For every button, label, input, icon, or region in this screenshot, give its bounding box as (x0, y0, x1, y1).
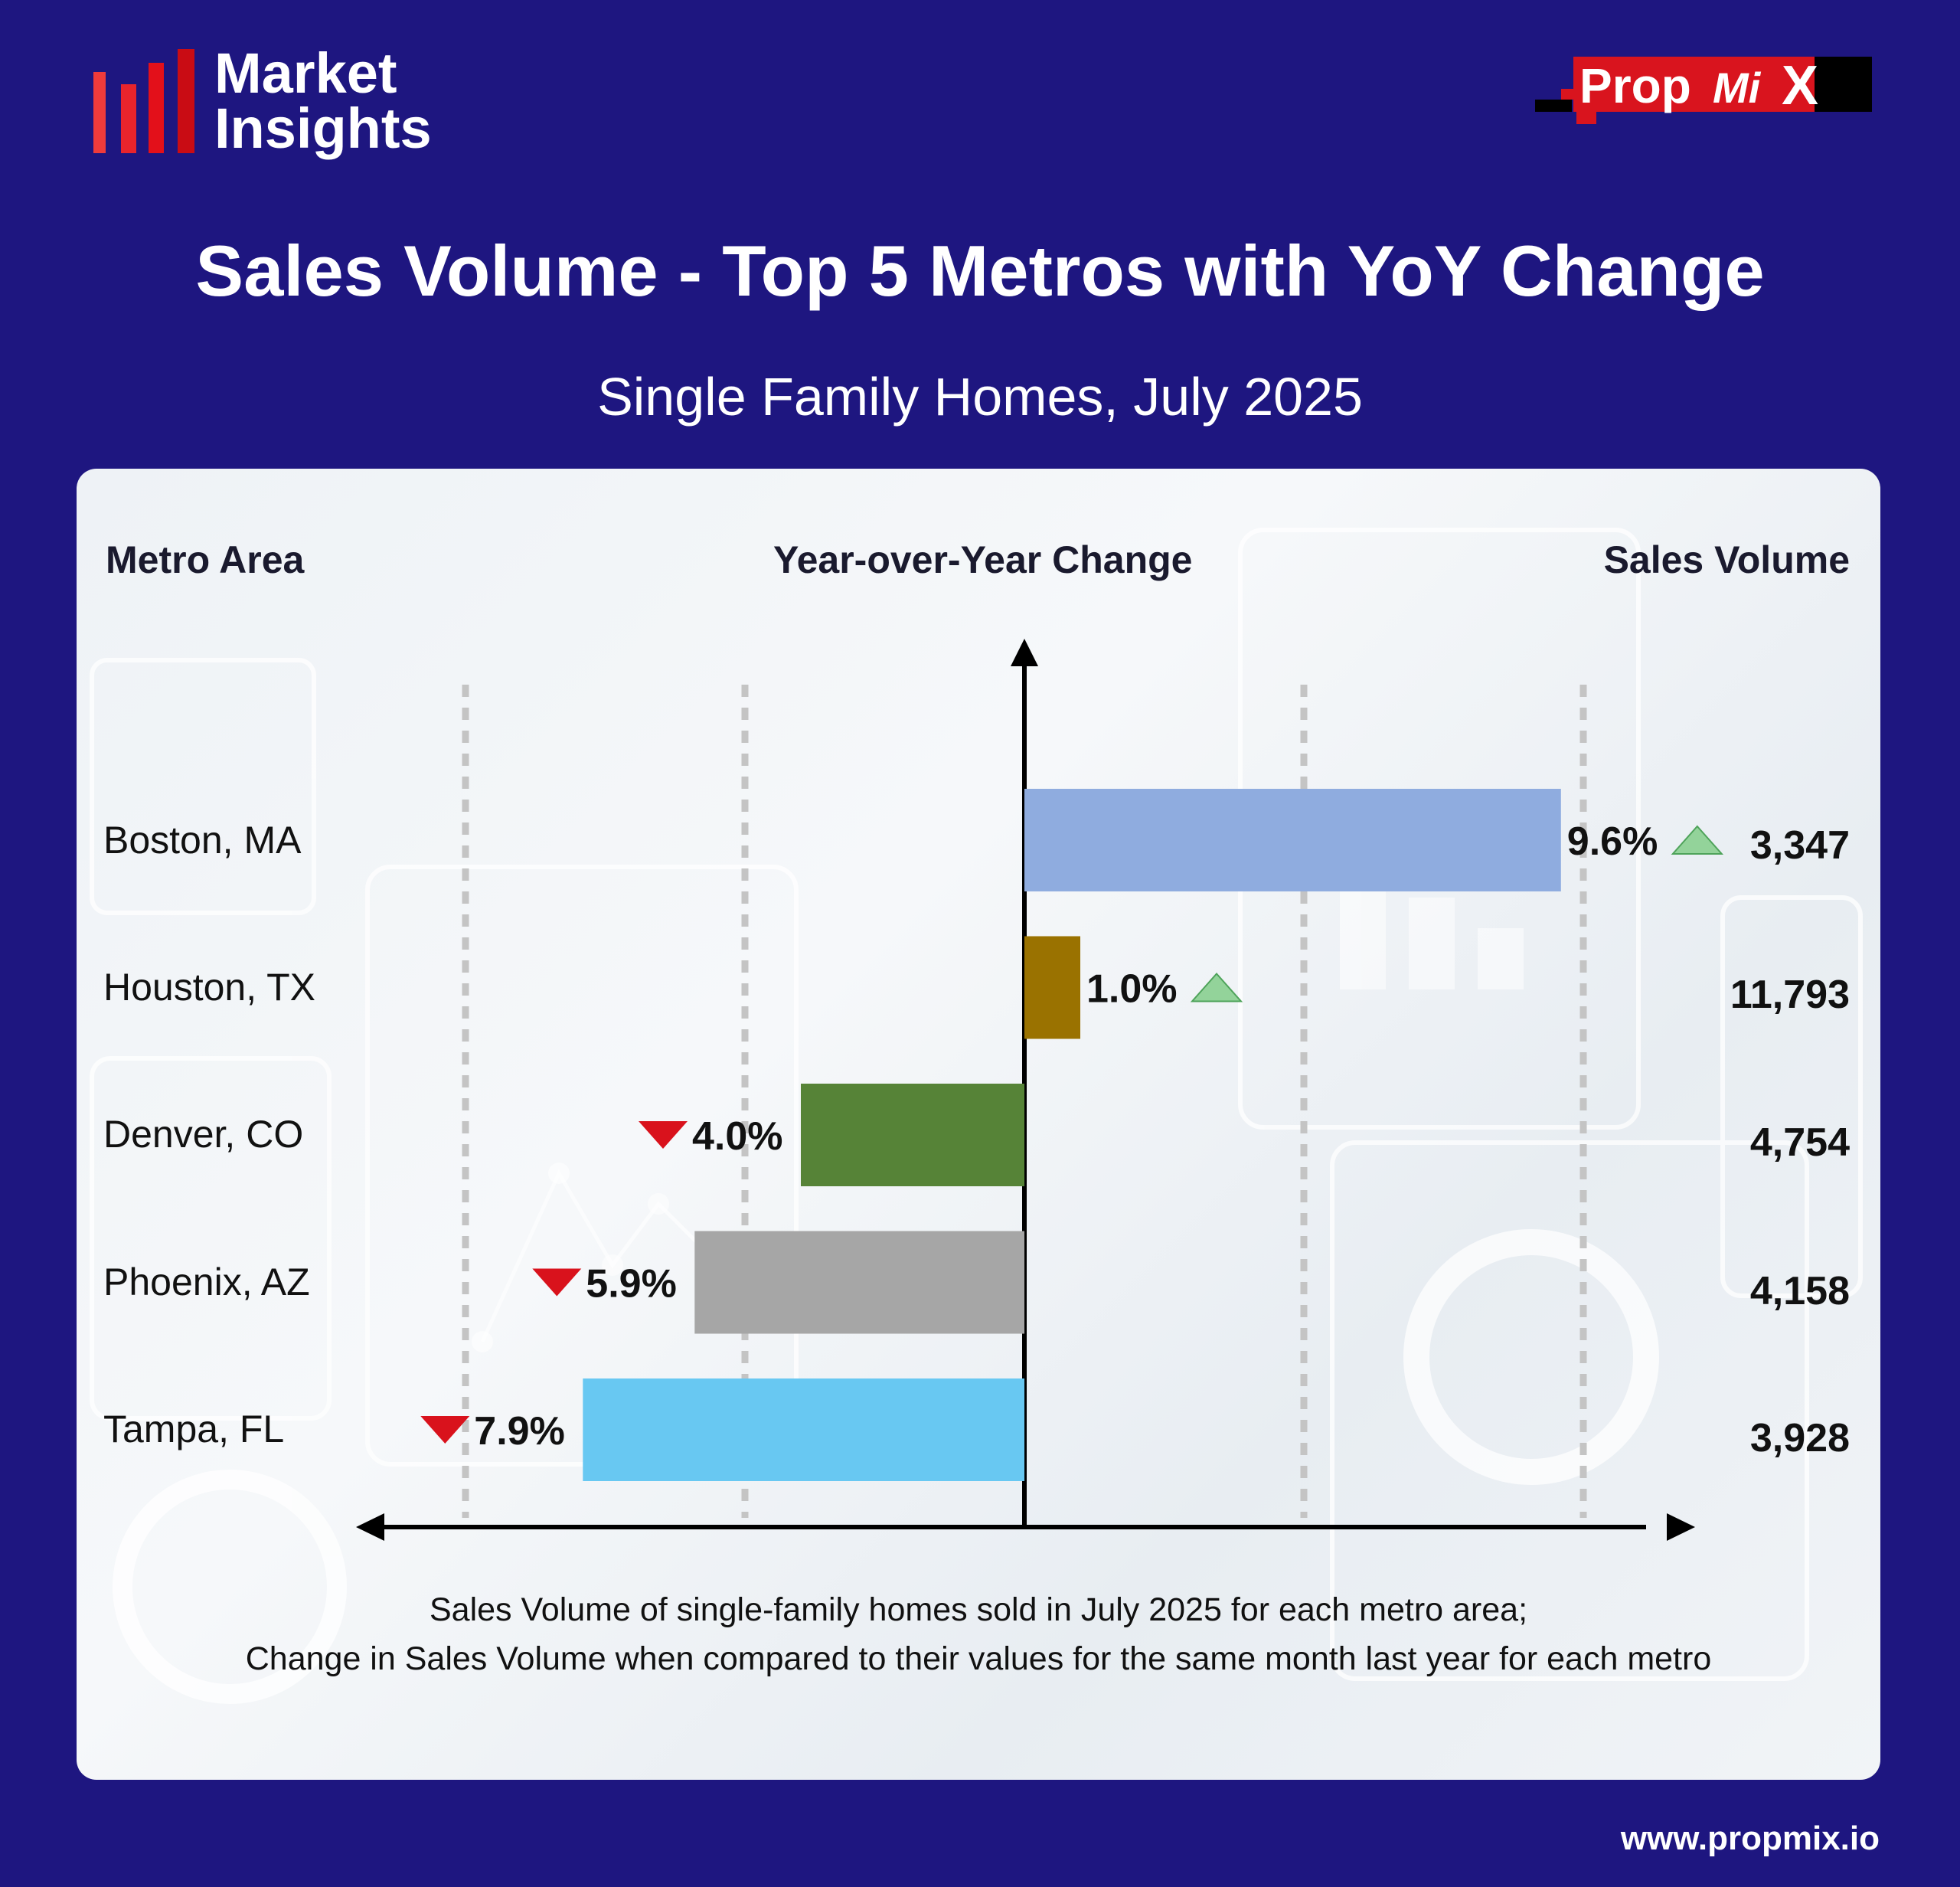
metro-label-houston: Houston, TX (103, 966, 316, 1009)
bar-label-0: 9.6% (1567, 819, 1658, 864)
footnote: Sales Volume of single-family homes sold… (230, 1585, 1727, 1683)
column-header-metro: Metro Area (106, 538, 305, 581)
bar-2 (801, 1084, 1024, 1186)
down-triangle-icon (639, 1121, 688, 1149)
up-triangle-icon (1190, 972, 1243, 1002)
x-axis-left-arrow (356, 1513, 384, 1541)
column-header-change: Year-over-Year Change (773, 538, 1193, 581)
bar-4 (583, 1378, 1024, 1481)
brand-name: Market Insights (214, 41, 432, 160)
footnote-line2: Change in Sales Volume when compared to … (245, 1640, 1712, 1677)
bar-0 (1024, 789, 1561, 891)
metro-label-phoenix: Phoenix, AZ (103, 1261, 310, 1303)
logo-text-prop: Prop (1579, 58, 1691, 113)
brand-line2: Insights (214, 96, 432, 160)
column-header-volume: Sales Volume (1603, 538, 1850, 581)
brand-line1: Market (214, 41, 397, 105)
up-triangle-icon (1671, 825, 1724, 855)
website-url: www.propmix.io (1620, 1820, 1880, 1857)
bar-label-4: 7.9% (474, 1409, 565, 1454)
metro-label-boston: Boston, MA (103, 819, 302, 862)
propmix-logo: Prop Mi X (1535, 57, 1872, 124)
page-subtitle: Single Family Homes, July 2025 (597, 367, 1363, 427)
bar-3 (694, 1231, 1024, 1334)
bar-chart-icon (93, 49, 194, 153)
y-axis-arrow (1011, 639, 1038, 666)
volume-boston: 3,347 (1749, 823, 1850, 868)
volume-houston: 11,793 (1730, 973, 1850, 1017)
bar-label-2: 4.0% (692, 1114, 783, 1159)
volume-denver: 4,754 (1749, 1120, 1850, 1165)
volume-phoenix: 4,158 (1749, 1269, 1850, 1313)
market-insights-brand: Market Insights (92, 41, 490, 161)
footnote-line1: Sales Volume of single-family homes sold… (429, 1591, 1528, 1628)
bar-label-3: 5.9% (586, 1262, 677, 1307)
page-title: Sales Volume - Top 5 Metros with YoY Cha… (195, 231, 1765, 311)
x-axis-right-arrow (1667, 1513, 1695, 1541)
chart-card: Metro Area Year-over-Year Change Sales V… (77, 469, 1880, 1780)
logo-text-mi: Mi (1713, 64, 1762, 112)
volume-tampa: 3,928 (1749, 1416, 1850, 1460)
metro-label-denver: Denver, CO (103, 1113, 304, 1156)
bar-1 (1024, 936, 1080, 1039)
down-triangle-icon (532, 1268, 582, 1297)
metro-label-tampa: Tampa, FL (103, 1408, 285, 1450)
bar-label-1: 1.0% (1086, 967, 1178, 1012)
yoy-bar-chart: 9.6% 1.0% 4.0% 5.9% 7.9% (356, 639, 1724, 1541)
logo-text-x: X (1782, 57, 1818, 116)
down-triangle-icon (420, 1416, 470, 1444)
